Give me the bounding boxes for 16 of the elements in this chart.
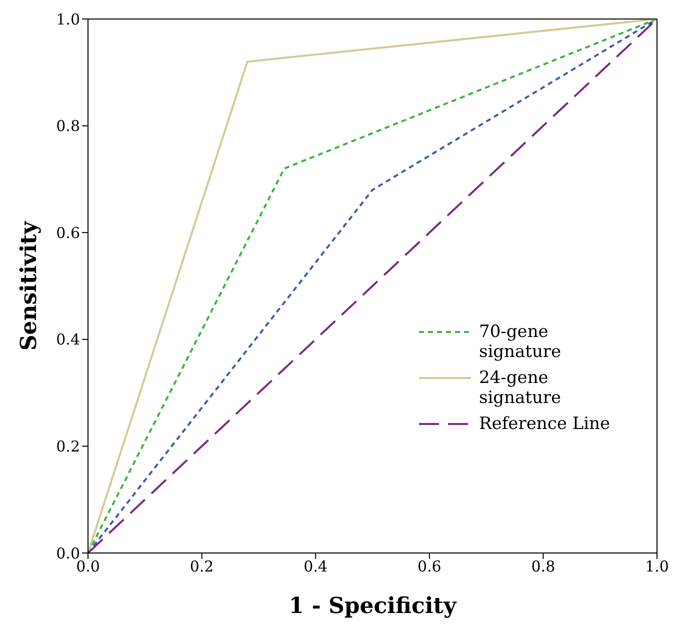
x-tick-label: 1.0 (645, 558, 669, 576)
y-tick-label: 0.4 (56, 330, 80, 349)
y-tick-label: 1.0 (56, 10, 80, 28)
x-tick-label: 0.8 (531, 558, 556, 576)
y-tick-label: 0.2 (56, 438, 80, 456)
x-tick-label: 0.4 (304, 558, 328, 576)
x-tick-label: 0.0 (76, 558, 100, 576)
legend-label: Reference Line (479, 414, 612, 434)
y-tick-label: 0.8 (56, 117, 80, 136)
legend-label: 70-gene signature (479, 322, 562, 362)
y-tick-label: 0.6 (56, 224, 80, 242)
x-tick-label: 0.2 (190, 558, 214, 576)
x-tick-label: 0.6 (417, 558, 442, 576)
legend-label: 24-gene signature (479, 368, 562, 408)
y-axis-title: Sensitivity (16, 220, 42, 351)
x-axis-title: 1 - Specificity (288, 593, 458, 619)
